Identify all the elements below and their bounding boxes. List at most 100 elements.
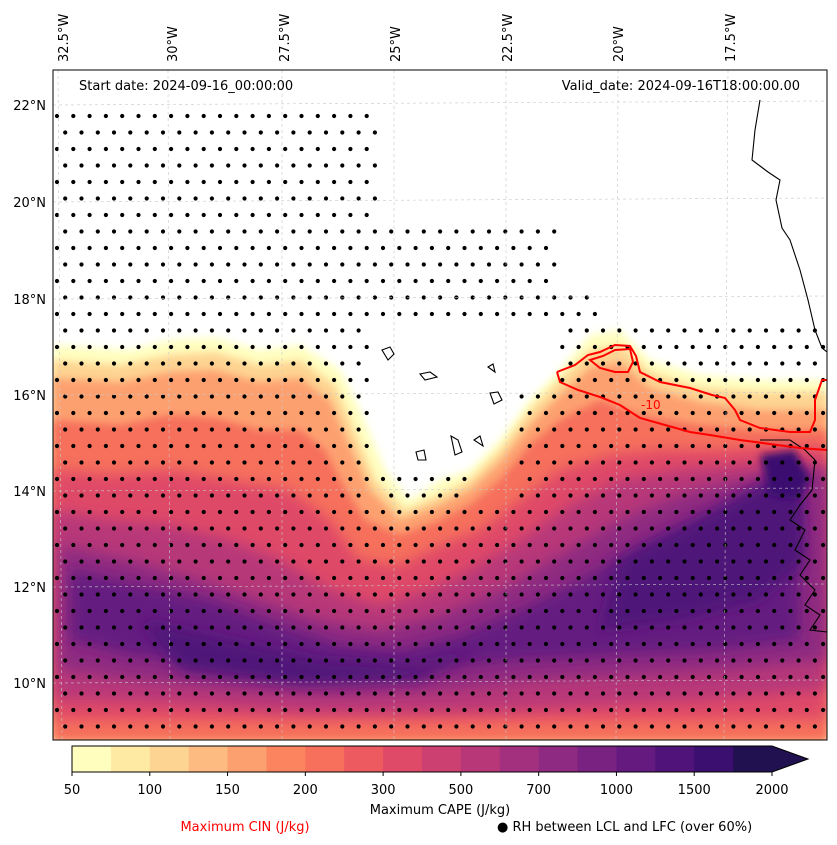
rh-dot: [87, 278, 92, 284]
rh-dot: [772, 476, 777, 482]
rh-dot: [266, 212, 271, 218]
rh-dot: [454, 493, 459, 498]
rh-dot: [519, 229, 524, 234]
rh-dot: [511, 608, 516, 614]
rh-dot: [715, 724, 720, 729]
rh-dot: [527, 575, 532, 581]
rh-dot: [356, 691, 361, 696]
rh-dot: [429, 575, 434, 581]
rh-dot: [266, 146, 271, 152]
rh-dot: [95, 724, 100, 729]
rh-dot: [152, 509, 157, 515]
rh-dot: [454, 262, 459, 267]
rh-dot: [193, 262, 198, 267]
rh-dot: [340, 427, 345, 432]
rh-dot: [397, 509, 402, 515]
lat-label: 10°N: [13, 677, 46, 692]
rh-dot: [739, 542, 744, 548]
rh-dot: [348, 410, 353, 416]
rh-dot: [71, 707, 76, 713]
rh-dot: [258, 724, 263, 729]
rh-dot: [486, 691, 492, 696]
rh-dot: [446, 575, 451, 581]
rh-dot: [747, 361, 752, 366]
rh-dot: [560, 542, 565, 548]
rh-dot: [169, 509, 174, 515]
rh-dot: [519, 625, 524, 630]
rh-dot: [666, 592, 671, 597]
rh-dot: [356, 460, 361, 465]
rh-dot: [348, 641, 353, 647]
rh-dot: [592, 443, 598, 449]
rh-dot: [348, 377, 353, 383]
rh-dot: [747, 691, 752, 696]
rh-dot: [120, 575, 125, 581]
rh-dot: [299, 245, 304, 251]
rh-dot: [209, 493, 214, 498]
rh-dot: [79, 427, 84, 432]
rh-dot: [495, 707, 500, 713]
rh-dot: [503, 262, 508, 267]
rh-dot: [307, 361, 312, 366]
rh-dot: [519, 592, 524, 597]
rh-dot: [649, 658, 655, 663]
rh-dot: [788, 542, 793, 548]
rh-dot: [804, 641, 809, 647]
rh-dot: [658, 476, 663, 482]
rh-dot: [560, 311, 565, 317]
rh-dot: [527, 410, 532, 416]
rh-dot: [323, 493, 329, 498]
colorbar-swatch: [616, 746, 656, 772]
rh-dot: [258, 328, 263, 333]
rh-dot: [201, 707, 206, 713]
rh-dot: [144, 427, 149, 432]
rh-dot: [79, 724, 84, 729]
rh-dot: [641, 608, 646, 614]
rh-dot: [95, 460, 100, 465]
rh-dot: [568, 658, 573, 663]
rh-dot: [609, 608, 614, 614]
rh-dot: [666, 328, 671, 333]
rh-dot: [592, 476, 598, 482]
rh-dot: [821, 674, 826, 680]
rh-dot: [478, 245, 483, 251]
rh-dot: [323, 658, 329, 663]
rh-dot: [136, 245, 141, 251]
rh-dot: [95, 130, 100, 135]
rh-dot: [79, 460, 84, 465]
rh-dot: [136, 311, 141, 317]
rh-dot: [226, 427, 231, 432]
rh-dot: [258, 361, 263, 366]
rh-dot: [177, 724, 182, 729]
rh-dot: [380, 476, 386, 482]
colorbar-tick-label: 1000: [600, 783, 633, 798]
rh-dot: [226, 163, 231, 168]
rh-dot: [438, 592, 443, 597]
rh-dot: [731, 691, 736, 696]
rh-dot: [71, 278, 76, 284]
rh-dot: [128, 229, 133, 234]
rh-dot: [625, 443, 630, 449]
rh-dot: [772, 707, 777, 713]
rh-dot: [315, 146, 320, 152]
colorbar-swatch: [227, 746, 268, 772]
rh-dot: [217, 377, 223, 383]
rh-dot: [706, 476, 712, 482]
rh-dot: [169, 575, 174, 581]
rh-dot: [364, 113, 369, 119]
rh-dot: [576, 674, 581, 680]
rh-dot: [54, 641, 60, 647]
rh-dot: [649, 328, 655, 333]
rh-dot: [576, 641, 581, 647]
rh-dot: [299, 179, 304, 185]
rh-dot: [71, 575, 76, 581]
rh-dot: [136, 146, 141, 152]
rh-dot: [169, 608, 174, 614]
rh-dot: [592, 674, 598, 680]
rh-dot: [275, 262, 280, 267]
rh-dot: [421, 262, 426, 267]
rh-dot: [111, 262, 117, 267]
rh-dot: [495, 575, 500, 581]
rh-dot: [364, 410, 369, 416]
rh-dot: [250, 641, 255, 647]
